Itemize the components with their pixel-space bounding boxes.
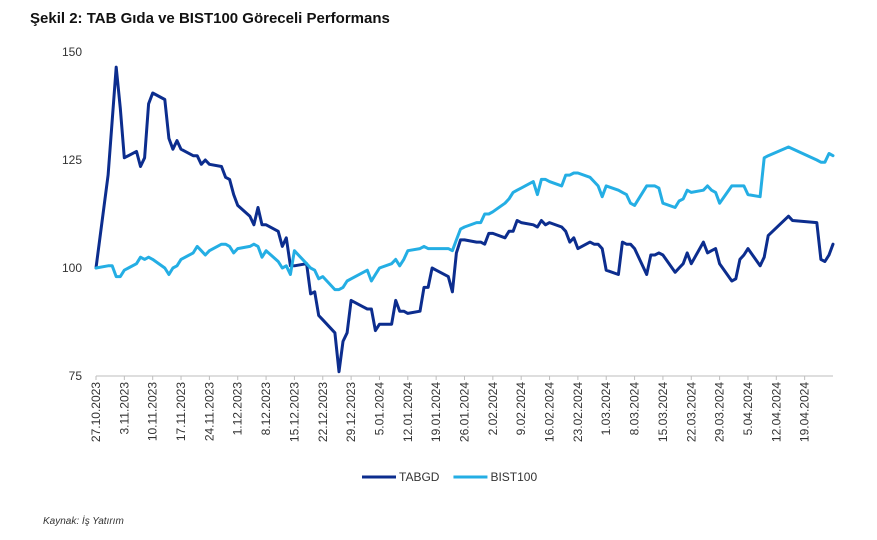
series-line-tabgd [94, 65, 835, 374]
x-axis: 27.10.2023 3.11.2023 10.11.2023 17.11.2023 2… [89, 375, 833, 442]
x-tick-label: 22.03.2024 [684, 382, 698, 442]
y-tick-label: 150 [62, 45, 82, 59]
y-tick-label: 75 [69, 369, 83, 383]
x-tick-label: 1.03.2024 [599, 382, 613, 436]
x-tick-label: 15.12.2023 [287, 382, 301, 442]
x-tick-label: 9.02.2024 [514, 382, 528, 436]
x-tick-label: 2.02.2024 [486, 382, 500, 436]
x-tick-label: 5.04.2024 [741, 382, 755, 436]
x-tick-label: 19.01.2024 [429, 382, 443, 442]
series-layer [94, 65, 835, 374]
x-tick-label: 22.12.2023 [316, 382, 330, 442]
chart-title: Şekil 2: TAB Gıda ve BIST100 Göreceli Pe… [30, 10, 390, 27]
x-tick-label: 12.01.2024 [401, 382, 415, 442]
x-tick-label: 29.12.2023 [344, 382, 358, 442]
x-tick-label: 29.03.2024 [713, 382, 727, 442]
series-line-bist100 [94, 145, 835, 292]
legend-label-tabgd: TABGD [399, 470, 440, 484]
y-tick-label: 125 [62, 153, 82, 167]
y-axis: 75 100 125 150 [62, 45, 82, 383]
x-tick-label: 10.11.2023 [146, 382, 160, 441]
source-note: Kaynak: İş Yatırım [43, 516, 124, 527]
x-tick-label: 1.12.2023 [231, 382, 245, 436]
y-tick-label: 100 [62, 261, 82, 275]
x-tick-label: 17.11.2023 [174, 382, 188, 441]
x-tick-label: 5.01.2024 [372, 382, 386, 436]
x-tick-label: 27.10.2023 [89, 382, 103, 442]
legend: TABGD BIST100 [362, 470, 537, 484]
x-tick-label: 3.11.2023 [117, 382, 131, 435]
x-tick-label: 24.11.2023 [202, 382, 216, 441]
x-tick-label: 15.03.2024 [656, 382, 670, 442]
x-tick-label: 8.03.2024 [628, 382, 642, 436]
legend-label-bist100: BIST100 [490, 470, 537, 484]
x-tick-label: 26.01.2024 [458, 382, 472, 442]
x-tick-label: 16.02.2024 [543, 382, 557, 442]
x-tick-label: 19.04.2024 [798, 382, 812, 442]
x-tick-label: 8.12.2023 [259, 382, 273, 436]
x-tick-label: 12.04.2024 [769, 382, 783, 442]
x-tick-label: 23.02.2024 [571, 382, 585, 442]
